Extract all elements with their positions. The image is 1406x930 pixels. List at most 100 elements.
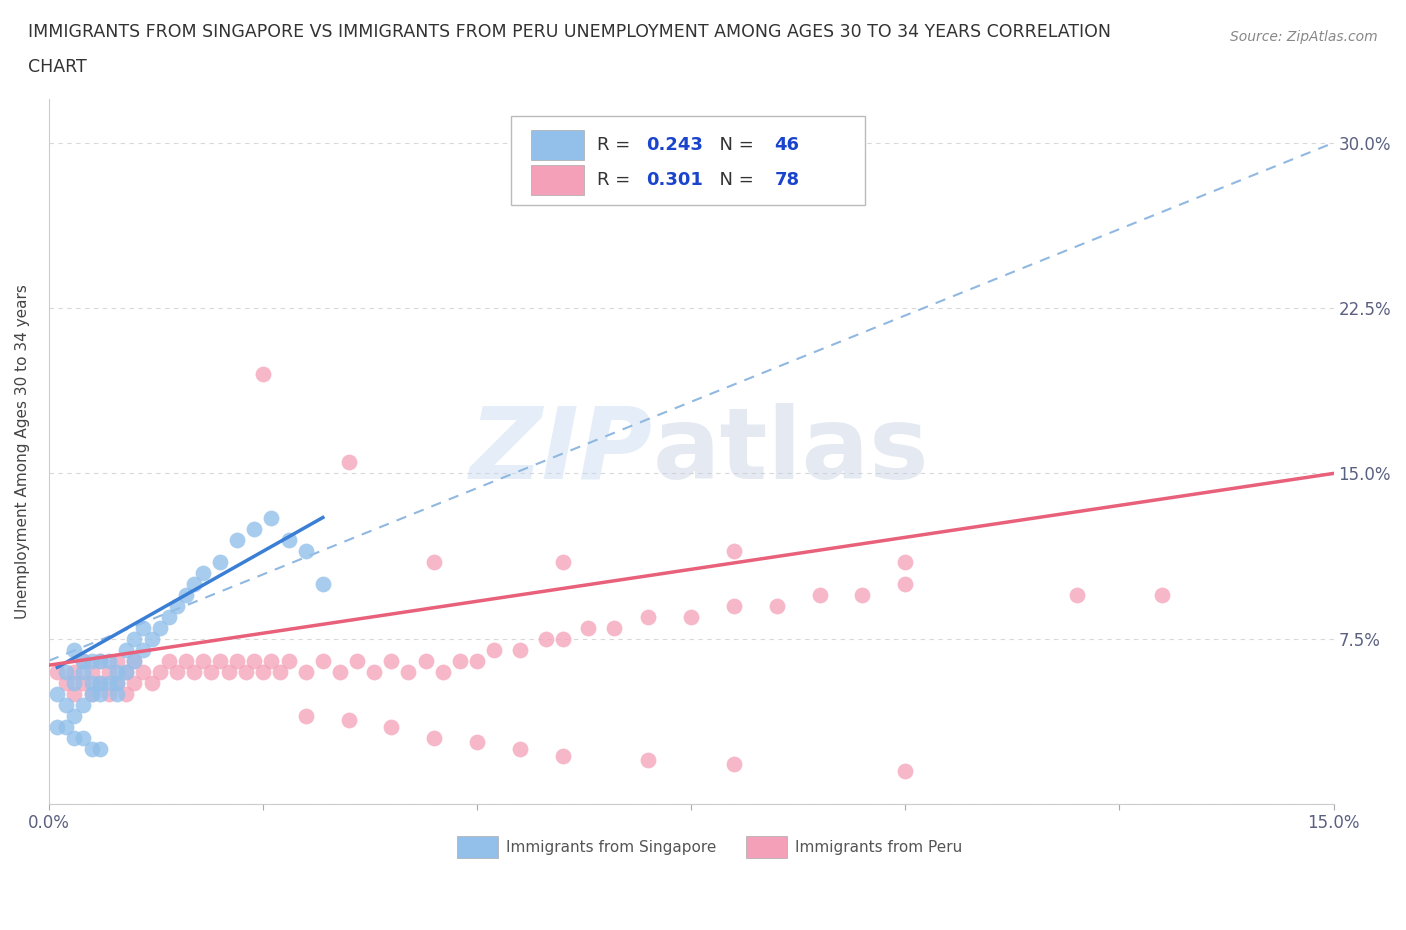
Point [157,654,180,669]
Point [63,664,86,679]
Point [105,686,128,701]
Point [723,598,745,613]
Point [277,654,299,669]
Point [423,730,446,745]
Point [509,741,531,756]
Point [89,675,111,690]
Point [149,620,172,635]
Point [183,664,205,679]
Point [765,598,787,613]
Point [894,764,917,778]
Point [105,654,128,669]
Text: atlas: atlas [652,403,929,500]
Point [1152,587,1174,602]
Point [114,664,136,679]
Point [482,643,505,658]
Point [97,686,120,701]
Point [191,654,214,669]
Point [294,709,316,724]
Point [72,698,94,712]
Point [157,609,180,624]
Point [380,720,402,735]
Point [105,664,128,679]
Point [637,752,659,767]
Point [337,455,360,470]
Point [449,654,471,669]
Point [329,664,352,679]
Point [46,720,69,735]
Point [465,735,488,750]
Text: IMMIGRANTS FROM SINGAPORE VS IMMIGRANTS FROM PERU UNEMPLOYMENT AMONG AGES 30 TO : IMMIGRANTS FROM SINGAPORE VS IMMIGRANTS … [28,23,1111,41]
Point [132,664,155,679]
Point [124,675,146,690]
Point [1066,587,1088,602]
Point [260,654,283,669]
Text: 46: 46 [775,136,800,154]
Point [465,654,488,669]
Point [141,675,163,690]
Point [166,598,188,613]
Text: 0.243: 0.243 [647,136,703,154]
Point [80,664,103,679]
Point [55,698,77,712]
Point [894,554,917,569]
Point [363,664,385,679]
Point [55,720,77,735]
Point [808,587,831,602]
Point [166,664,188,679]
Point [294,543,316,558]
Point [124,654,146,669]
Point [114,643,136,658]
Point [72,654,94,669]
Point [72,675,94,690]
Point [235,664,257,679]
Point [226,532,249,547]
Point [551,554,574,569]
Point [534,631,557,646]
FancyBboxPatch shape [530,166,585,194]
FancyBboxPatch shape [747,836,787,858]
Point [80,654,103,669]
Text: N =: N = [707,136,759,154]
Point [72,664,94,679]
Point [218,664,240,679]
Point [63,709,86,724]
Point [132,643,155,658]
Point [89,675,111,690]
Point [149,664,172,679]
Point [63,643,86,658]
Point [415,654,437,669]
Point [346,654,368,669]
Point [551,748,574,763]
Point [312,654,335,669]
Point [80,741,103,756]
Point [80,686,103,701]
Point [80,686,103,701]
FancyBboxPatch shape [530,130,585,160]
Y-axis label: Unemployment Among Ages 30 to 34 years: Unemployment Among Ages 30 to 34 years [15,284,30,618]
Point [576,620,599,635]
Point [183,577,205,591]
Text: ZIP: ZIP [470,403,652,500]
Point [243,521,266,536]
Text: R =: R = [598,136,637,154]
Point [105,675,128,690]
Point [200,664,222,679]
Point [63,675,86,690]
Point [174,654,197,669]
FancyBboxPatch shape [457,836,498,858]
Point [46,686,69,701]
Point [46,664,69,679]
Point [114,664,136,679]
Text: Immigrants from Peru: Immigrants from Peru [796,840,963,855]
Point [551,631,574,646]
Point [209,654,232,669]
Text: Immigrants from Singapore: Immigrants from Singapore [506,840,717,855]
Point [97,654,120,669]
Point [723,757,745,772]
Text: N =: N = [707,171,759,189]
Point [637,609,659,624]
Point [63,730,86,745]
Point [80,675,103,690]
Text: 78: 78 [775,171,800,189]
